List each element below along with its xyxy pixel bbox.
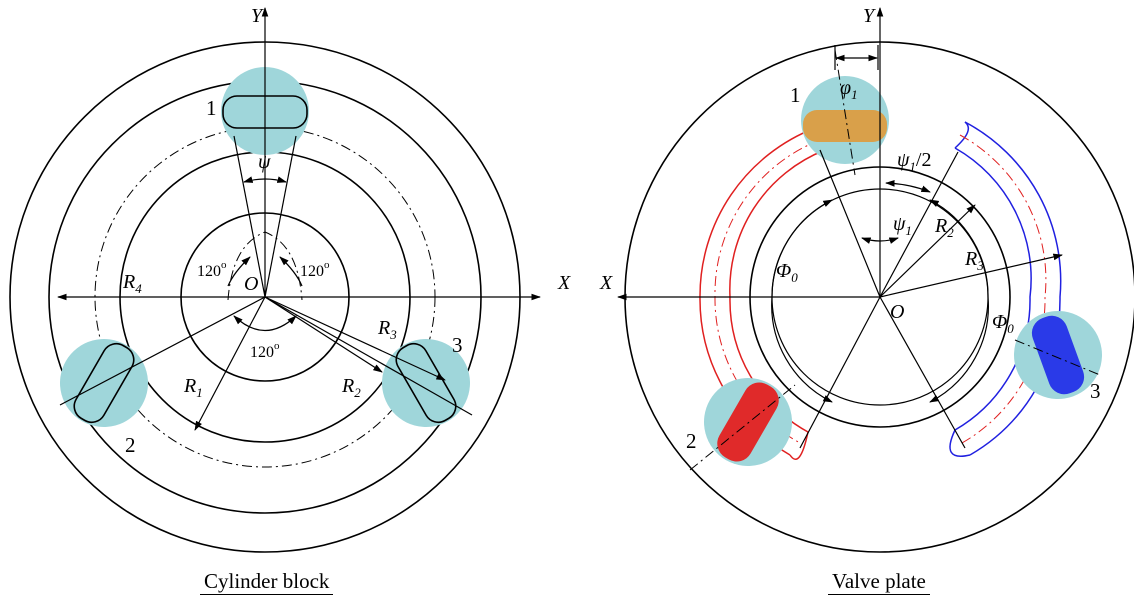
vp-r3-label: R3 — [964, 248, 984, 273]
port-highlight — [382, 339, 470, 427]
psi-arc — [243, 176, 287, 183]
vp-origin-label: O — [890, 301, 904, 323]
valve-port-2 — [704, 378, 792, 466]
psi-line-left — [233, 135, 266, 298]
port-highlight — [59, 339, 148, 427]
cylinder-port-2 — [59, 339, 148, 427]
psi1-half-label: ψ1/2 — [897, 149, 931, 174]
boundary-line-1 — [819, 149, 881, 298]
r4-label: R4 — [122, 271, 142, 296]
cb-axis-x-label: X — [557, 272, 571, 294]
discharge-kidney-cap-bottom — [949, 429, 971, 457]
discharge-kidney-cap-top — [954, 121, 970, 149]
angle-120-label-left: 120o — [197, 259, 227, 280]
cylinder-block-diagram: Y X O ψ 120o 120o 120o R4 R1 R2 R3 1 2 3 — [9, 5, 571, 553]
cylinder-kidney — [73, 342, 135, 424]
angle-120-label-right: 120o — [300, 259, 330, 280]
r2-line — [879, 204, 976, 298]
port-1-centerline — [834, 49, 856, 176]
phi0-left-label: Φ0 — [776, 260, 798, 285]
port-overlap-fill — [717, 382, 779, 462]
angle-ref-arc — [227, 231, 303, 301]
r3-line — [879, 253, 1063, 298]
angle-arc-1 — [227, 256, 251, 287]
phi0-right-arc — [929, 199, 989, 403]
valve-plate-caption: Valve plate — [828, 570, 930, 595]
cylinder-block-caption: Cylinder block — [200, 570, 334, 595]
boundary-line-4 — [879, 296, 966, 449]
r2-line — [264, 296, 383, 373]
angle-arc-3 — [233, 315, 297, 331]
cb-port-3-label: 3 — [452, 333, 463, 357]
discharge-pitch-arc — [959, 134, 1047, 444]
r1-line — [194, 296, 266, 431]
cb-port-1-label: 1 — [206, 96, 217, 120]
boundary-line-2 — [879, 151, 959, 298]
r2-label: R2 — [341, 375, 361, 400]
angle-120-label-bottom: 120o — [250, 340, 280, 361]
psi1-label: ψ1 — [893, 213, 912, 238]
vp-axis-y-label: Y — [863, 5, 876, 27]
valve-port-3 — [1014, 311, 1102, 399]
port-2-centerline — [689, 384, 796, 471]
cb-port-2-label: 2 — [125, 433, 136, 457]
radial-line-port-3 — [264, 296, 473, 416]
phi0-right-label: Φ0 — [992, 311, 1014, 336]
discharge-kidney-inner — [954, 147, 1032, 431]
boundary-line-3 — [799, 296, 881, 449]
suction-kidney-cap-bottom — [789, 431, 809, 460]
phi1-label: φ1 — [840, 77, 858, 102]
radial-line-port-2 — [59, 296, 266, 406]
phi0-left-arc — [771, 199, 833, 403]
psi-line-right — [264, 135, 297, 298]
port-overlap-fill — [1031, 315, 1085, 395]
cb-axis-y-label: Y — [251, 5, 264, 27]
vp-port-2-label: 2 — [686, 429, 697, 453]
valve-port-1 — [801, 76, 889, 164]
discharge-kidney-outer — [964, 121, 1062, 456]
cb-origin-label: O — [244, 273, 258, 295]
port-overlap-fill — [803, 110, 887, 142]
port-3-centerline — [1014, 339, 1101, 376]
psi1-arc — [861, 237, 899, 244]
vp-r2-label: R2 — [934, 215, 954, 240]
vp-port-1-label: 1 — [790, 83, 801, 107]
vp-axis-x-label: X — [599, 272, 613, 294]
angle-arc-2 — [279, 256, 303, 287]
r1-label: R1 — [183, 375, 203, 400]
cylinder-port-3 — [382, 339, 470, 427]
psi-label: ψ — [258, 151, 271, 173]
valve-plate-diagram: Y X O φ1 ψ1/2 ψ1 Φ0 Φ0 R2 R3 1 2 3 — [599, 5, 1134, 553]
vp-port-3-label: 3 — [1090, 379, 1101, 403]
psi1-half-arc — [885, 180, 931, 193]
r3-line — [264, 296, 446, 381]
r3-label: R3 — [377, 317, 397, 342]
